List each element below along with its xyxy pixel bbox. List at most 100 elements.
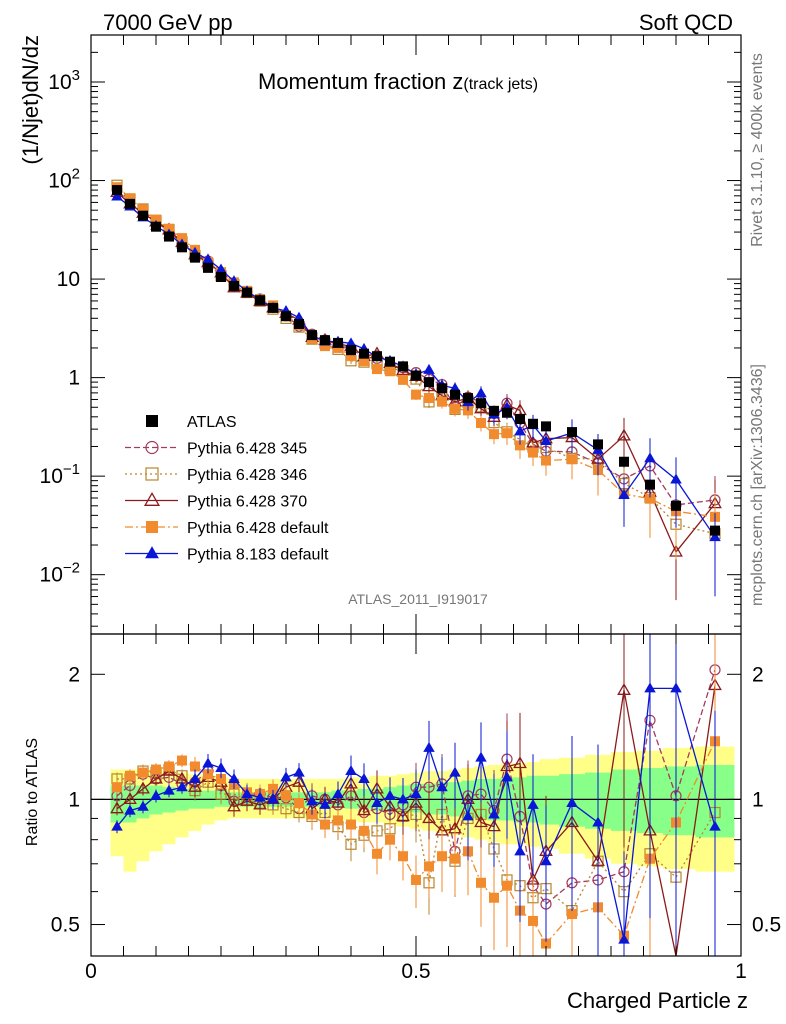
- point-atlas: [671, 500, 681, 511]
- ratio-point-pdef: [450, 853, 460, 864]
- legend-label-p345: Pythia 6.428 345: [187, 441, 307, 458]
- ratio-point-p370: [110, 801, 124, 814]
- point-pdef: [541, 455, 551, 466]
- ratio-point-pdef: [567, 909, 577, 920]
- point-atlas: [346, 345, 356, 356]
- ratio-point-p8: [124, 804, 136, 815]
- ratio-point-pdef: [346, 819, 356, 830]
- ratio-point-p8: [397, 793, 409, 804]
- legend-item-p346: Pythia 6.428 346: [125, 467, 307, 484]
- legend-marker-p345: [145, 440, 159, 455]
- point-atlas: [515, 414, 525, 425]
- ratio-point-pdef: [411, 874, 421, 885]
- point-atlas: [190, 252, 200, 263]
- series-line-p345: [116, 188, 716, 506]
- main-y-tick-label: 103: [48, 67, 80, 94]
- ratio-point-pdef: [528, 915, 538, 926]
- point-pdef: [385, 366, 395, 377]
- ratio-point-p8: [410, 788, 422, 799]
- rivet-info-label: Rivet 3.1.10, ≥ 400k events: [749, 53, 766, 247]
- ratio-point-p370: [253, 797, 267, 810]
- ratio-y-tick-label: 1: [68, 788, 80, 811]
- ratio-point-p370: [292, 774, 306, 787]
- main-y-tick-base: 10: [40, 465, 63, 488]
- point-p8: [540, 435, 552, 446]
- ratio-point-pdef: [385, 834, 395, 845]
- point-atlas: [268, 302, 278, 313]
- point-pdef: [346, 351, 356, 362]
- ratio-point-p8: [709, 820, 721, 831]
- ratio-point-pdef: [268, 783, 278, 794]
- ratio-point-p8: [644, 682, 656, 693]
- legend-label-p346: Pythia 6.428 346: [187, 467, 307, 484]
- point-pdef: [645, 493, 655, 504]
- ratio-point-p8: [488, 808, 500, 819]
- point-pdef: [151, 214, 161, 225]
- mcplots-info-label: mcplots.cern.ch [arXiv:1306.3436]: [749, 364, 766, 606]
- ratio-point-p370: [123, 792, 137, 805]
- ratio-point-p8: [137, 800, 149, 811]
- ratio-point-p8: [501, 771, 513, 782]
- plot-title-main: Momentum fraction: [258, 69, 452, 94]
- point-atlas: [385, 356, 395, 367]
- main-y-tick-exponent: −1: [63, 461, 80, 478]
- ratio-point-pdef: [320, 819, 330, 830]
- point-atlas: [151, 221, 161, 232]
- ratio-point-p8: [176, 781, 188, 792]
- legend-item-p370: Pythia 6.428 370: [125, 491, 307, 511]
- ratio-point-p370: [422, 811, 436, 824]
- legend-item-pdef: Pythia 6.428 default: [125, 520, 329, 537]
- point-pdef: [515, 440, 525, 451]
- ratio-point-pdef: [424, 861, 434, 872]
- series-atlas: [112, 185, 720, 536]
- main-y-tick-base: 10: [40, 564, 63, 587]
- ratio-point-p8: [436, 781, 448, 792]
- point-atlas: [593, 439, 603, 450]
- ratio-point-p8: [566, 797, 578, 808]
- main-series-layer: [110, 179, 722, 601]
- point-atlas: [125, 198, 135, 209]
- point-p8: [475, 387, 487, 398]
- ratio-point-pdef: [164, 761, 174, 772]
- ratio-point-p8: [527, 798, 539, 809]
- legend-marker-atlas: [146, 415, 158, 427]
- point-pdef: [528, 447, 538, 458]
- point-atlas: [398, 361, 408, 372]
- ratio-point-p8: [150, 789, 162, 800]
- ratio-point-p8: [592, 816, 604, 827]
- ratio-point-p8: [423, 741, 435, 752]
- point-p8: [215, 263, 227, 274]
- series-line-p8: [116, 196, 716, 538]
- point-atlas: [177, 242, 187, 253]
- ratio-line-p346: [117, 768, 716, 912]
- ratio-point-p8: [670, 682, 682, 693]
- ratio-point-p370: [240, 793, 254, 806]
- point-p370: [617, 428, 631, 441]
- point-pdef: [359, 356, 369, 367]
- point-atlas: [281, 311, 291, 322]
- legend-label-atlas: ATLAS: [187, 414, 237, 431]
- ratio-point-p370: [474, 815, 488, 828]
- point-pdef: [502, 428, 512, 439]
- main-y-tick-base: 10: [48, 170, 71, 193]
- point-atlas: [489, 405, 499, 416]
- ratio-point-pdef: [138, 767, 148, 778]
- point-atlas: [216, 271, 226, 282]
- point-atlas: [437, 383, 447, 394]
- point-atlas: [476, 398, 486, 409]
- ratio-point-pdef: [216, 773, 226, 784]
- ratio-y-tick-label-right: 1: [752, 788, 764, 811]
- ratio-point-p8: [462, 810, 474, 821]
- ratio-point-pdef: [541, 938, 551, 949]
- main-y-tick-exponent: 3: [72, 67, 80, 84]
- point-atlas: [567, 427, 577, 438]
- main-y-tick-label: 1: [68, 367, 80, 390]
- point-atlas: [645, 479, 655, 490]
- ratio-point-p8: [189, 772, 201, 783]
- ratio-y-axis-label: Ratio to ATLAS: [24, 738, 41, 846]
- x-tick-label: 1: [735, 960, 747, 983]
- series-line-p370: [116, 191, 716, 554]
- ratio-point-pdef: [203, 769, 213, 780]
- point-p8: [644, 452, 656, 463]
